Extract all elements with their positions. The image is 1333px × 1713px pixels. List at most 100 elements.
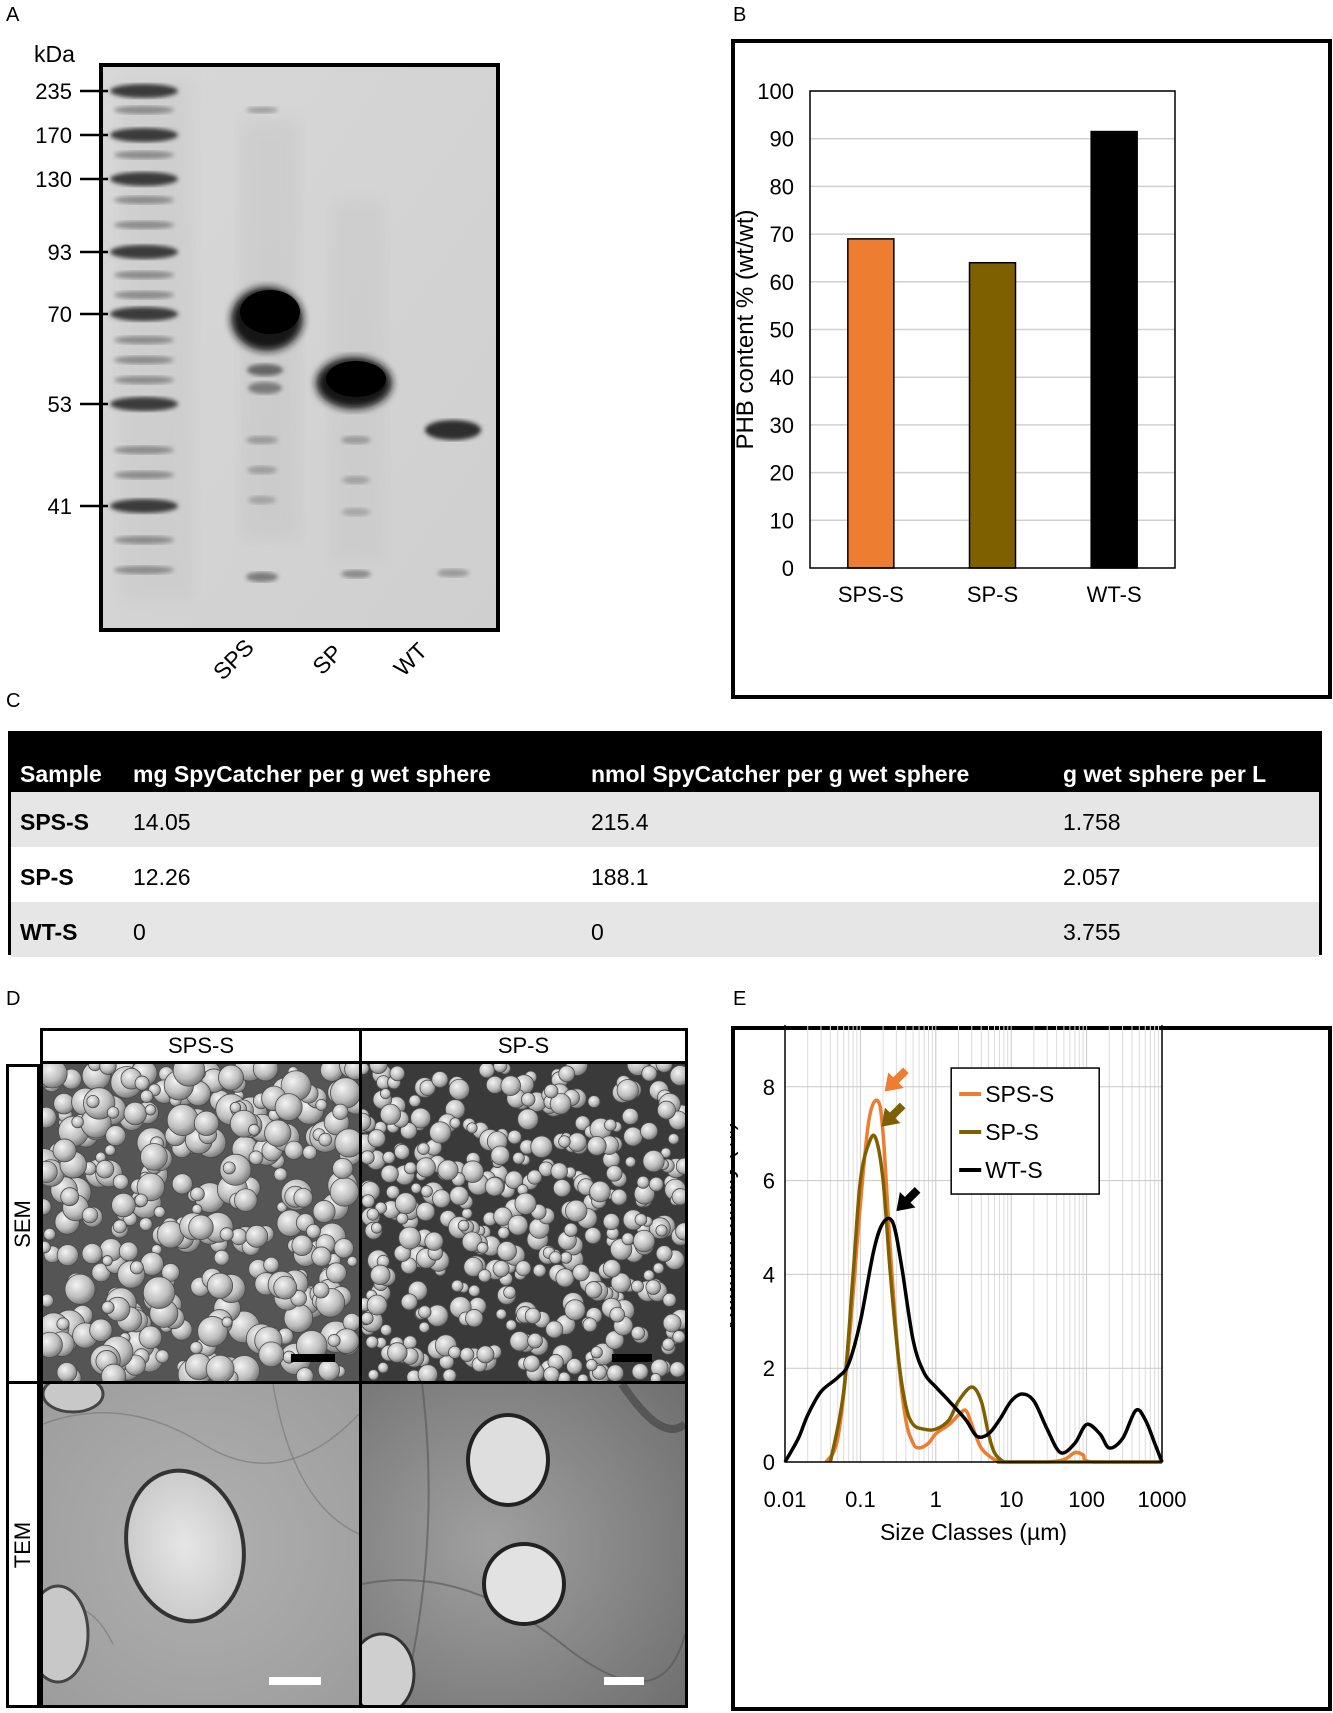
tem-image-sps-s (40, 1381, 362, 1708)
ladder-band (114, 336, 174, 344)
legend-entry: SP-S (985, 1119, 1039, 1145)
table-header-nmol: nmol SpyCatcher per g wet sphere (591, 761, 970, 787)
x-tick-label: 0.01 (764, 1487, 807, 1512)
y-tick-label: 10 (770, 508, 794, 533)
x-tick-label: 1000 (1138, 1487, 1187, 1512)
x-axis-label: Size Classes (µm) (880, 1519, 1067, 1545)
ladder-band (114, 356, 174, 364)
bar (968, 261, 1017, 569)
ladder-band (114, 566, 174, 574)
panel-letter-b: B (733, 4, 747, 26)
tem-image-sp-s (359, 1381, 688, 1708)
peak-arrow (881, 1102, 906, 1127)
table-cell: 2.057 (1063, 864, 1121, 890)
x-tick-label: 10 (999, 1487, 1023, 1512)
ladder-band (110, 84, 178, 98)
ladder-band (110, 397, 178, 411)
y-tick-label: 50 (770, 318, 794, 343)
y-tick-label: 80 (770, 174, 794, 199)
gel-lane-label: WT (389, 638, 433, 682)
x-tick-label: WT-S (1087, 582, 1142, 607)
gel-marker-label: 93 (48, 240, 72, 265)
gel-marker-label: 41 (48, 494, 72, 519)
x-tick-label: SPS-S (838, 582, 904, 607)
x-tick-label: 1 (930, 1487, 942, 1512)
y-tick-label: 6 (763, 1169, 775, 1194)
micrograph-grid: SPS-S SP-S SEM TEM (6, 1028, 688, 1708)
scale-bar (269, 1677, 321, 1685)
column-header-sp-s: SP-S (359, 1028, 688, 1064)
legend-entry: WT-S (985, 1157, 1043, 1183)
gel-marker-label: 53 (48, 392, 72, 417)
peak-arrow (884, 1067, 909, 1092)
y-tick-label: 4 (763, 1262, 775, 1287)
scale-bar (291, 1354, 335, 1362)
y-tick-label: 40 (770, 365, 794, 390)
table-row: SPS-S 14.05 215.4 1.758 (11, 792, 1319, 847)
table-cell: 1.758 (1063, 809, 1121, 835)
ladder-band (114, 376, 174, 384)
y-tick-label: 100 (757, 79, 794, 104)
ladder-band (110, 172, 178, 186)
panel-letter-d: D (6, 988, 21, 1010)
y-tick-label: 70 (770, 222, 794, 247)
series-line (828, 1133, 1162, 1464)
gel-marker-label: 70 (48, 302, 72, 327)
gel-marker-label: 170 (35, 123, 72, 148)
scale-bar (612, 1354, 652, 1362)
ladder-band (110, 128, 178, 142)
row-label-tem: TEM (10, 1521, 35, 1568)
table-cell: 0 (133, 919, 146, 945)
sem-image-sps-s (40, 1061, 362, 1384)
table-cell: 188.1 (591, 864, 649, 890)
ladder-band (114, 271, 174, 279)
panel-letter-c: C (6, 690, 21, 712)
table-row: SP-S 12.26 188.1 2.057 (11, 847, 1319, 902)
ladder-band (110, 245, 178, 259)
ladder-band (110, 307, 178, 321)
ladder-band (114, 221, 174, 229)
table-cell: 14.05 (133, 809, 191, 835)
table-cell: 3.755 (1063, 919, 1121, 945)
plot-area (784, 1025, 1163, 1463)
gel-unit-label: kDa (34, 41, 75, 67)
x-tick-label: SP-S (967, 582, 1018, 607)
table-cell: 12.26 (133, 864, 191, 890)
table-row: WT-S 0 0 3.755 (11, 902, 1319, 957)
plot-area (809, 90, 1176, 569)
gel-lane-label: SP (307, 639, 347, 679)
scale-bar (604, 1677, 644, 1685)
gel-lane-label: SPS (208, 634, 259, 685)
sem-image-sp-s (359, 1061, 688, 1384)
column-header-sps-s: SPS-S (40, 1028, 362, 1064)
spycatcher-table: Sample mg SpyCatcher per g wet sphere nm… (8, 731, 1322, 957)
row-header-tem: TEM (6, 1381, 40, 1708)
bar (1090, 130, 1138, 569)
ladder-band (114, 536, 174, 544)
y-tick-label: 0 (763, 1450, 775, 1475)
table-cell: WT-S (20, 919, 78, 945)
y-tick-label: 20 (770, 461, 794, 486)
y-tick-label: 90 (770, 127, 794, 152)
y-tick-label: 60 (770, 270, 794, 295)
ladder-band (114, 291, 174, 299)
y-tick-label: 8 (763, 1075, 775, 1100)
lane-sps-bands (231, 107, 303, 582)
table-header-mg: mg SpyCatcher per g wet sphere (133, 761, 491, 787)
legend-entry: SPS-S (985, 1081, 1054, 1107)
table-cell: 215.4 (591, 809, 649, 835)
gel-marker-label: 235 (35, 79, 72, 104)
panel-b-frame (731, 39, 1332, 699)
panel-letter-a: A (6, 4, 20, 26)
table-header-gl: g wet sphere per L (1063, 761, 1267, 787)
x-tick-label: 100 (1068, 1487, 1105, 1512)
peak-arrow (896, 1187, 921, 1212)
row-label-sem: SEM (10, 1200, 35, 1248)
lane-wt-bands (425, 420, 481, 577)
ladder-band (110, 499, 178, 513)
bar (847, 238, 895, 569)
gel-marker-label: 130 (35, 167, 72, 192)
y-axis-label: PHB content % (wt/wt) (732, 209, 759, 449)
table-header-sample: Sample (20, 761, 102, 787)
